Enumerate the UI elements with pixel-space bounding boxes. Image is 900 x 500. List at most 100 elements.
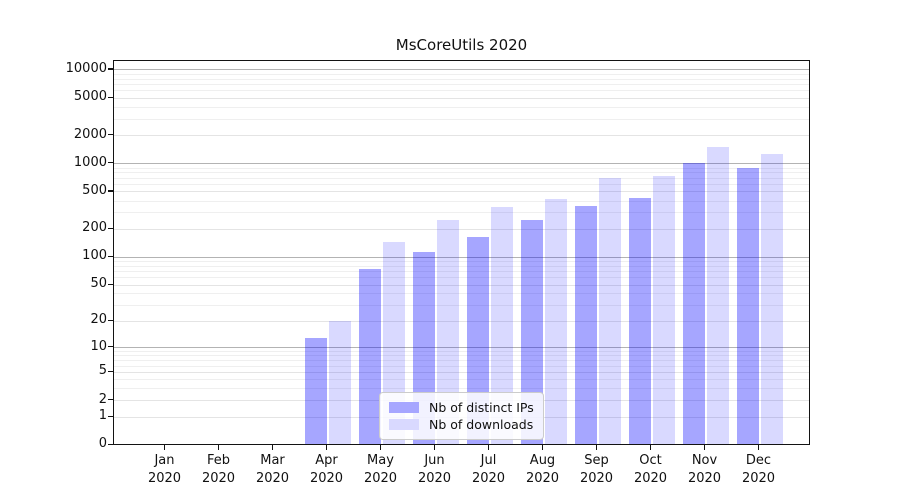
bar-distinct-ips xyxy=(574,206,597,445)
bar-downloads xyxy=(436,220,459,445)
x-tick-label-year: 2020 xyxy=(579,470,614,486)
gridline xyxy=(114,84,809,85)
bar-downloads xyxy=(598,178,621,445)
gridline xyxy=(114,379,809,381)
gridline xyxy=(114,355,809,357)
bar-downloads xyxy=(652,175,675,445)
gridline xyxy=(114,360,809,362)
y-tick-mark xyxy=(108,346,113,348)
gridline xyxy=(114,172,809,174)
y-tick-mark xyxy=(108,283,113,285)
x-tick-mark xyxy=(218,445,220,450)
gridline xyxy=(114,293,809,295)
gridline xyxy=(114,78,809,80)
gridline xyxy=(114,177,809,179)
x-tick-mark xyxy=(326,445,328,450)
gridline xyxy=(114,97,809,99)
x-tick-mark xyxy=(542,445,544,450)
gridline xyxy=(114,277,809,279)
x-tick-label-year: 2020 xyxy=(309,470,344,486)
bar-downloads xyxy=(706,146,729,445)
bar-distinct-ips xyxy=(304,337,327,445)
gridline xyxy=(114,265,809,267)
y-tick-label: 200 xyxy=(82,220,107,236)
y-tick-label: 5 xyxy=(98,363,107,379)
x-tick-label: Oct 2020 xyxy=(619,452,683,487)
y-tick-mark xyxy=(108,227,113,229)
y-tick-label: 50 xyxy=(90,276,107,292)
x-tick-label-year: 2020 xyxy=(363,470,398,486)
gridline xyxy=(114,228,809,230)
x-tick-label: Nov 2020 xyxy=(673,452,737,487)
gridline xyxy=(114,90,809,92)
gridline xyxy=(114,73,809,75)
x-tick-mark xyxy=(434,445,436,450)
x-tick-label-year: 2020 xyxy=(525,470,560,486)
chart-legend: Nb of distinct IPs Nb of downloads xyxy=(379,392,544,440)
plot-area: Nb of distinct IPs Nb of downloads xyxy=(113,60,810,445)
x-tick-label: Jun 2020 xyxy=(403,452,467,487)
y-tick-label: 2000 xyxy=(73,126,107,142)
y-tick-label: 500 xyxy=(82,182,107,198)
y-tick-label: 5000 xyxy=(73,89,107,105)
bar-downloads xyxy=(760,154,783,445)
x-tick-label: Dec 2020 xyxy=(727,452,791,487)
gridline xyxy=(114,163,809,165)
y-tick-mark xyxy=(108,190,113,192)
y-tick-mark xyxy=(108,415,113,417)
gridline xyxy=(114,212,809,214)
x-tick-mark xyxy=(272,445,274,450)
gridline xyxy=(114,347,809,349)
gridline xyxy=(114,320,809,322)
x-tick-mark xyxy=(758,445,760,450)
y-tick-mark xyxy=(108,162,113,164)
y-tick-label: 1 xyxy=(98,408,107,424)
gridline xyxy=(114,260,809,262)
y-tick-mark xyxy=(108,399,113,401)
bar-distinct-ips xyxy=(520,220,543,445)
x-tick-label: Apr 2020 xyxy=(295,452,359,487)
x-tick-label-year: 2020 xyxy=(687,470,722,486)
legend-label-downloads: Nb of downloads xyxy=(429,416,534,432)
bar-downloads xyxy=(544,199,567,445)
gridline xyxy=(114,135,809,137)
x-tick-label: Jan 2020 xyxy=(133,452,197,487)
legend-label-distinct-ips: Nb of distinct IPs xyxy=(429,399,534,415)
bar-distinct-ips xyxy=(628,198,651,445)
gridline xyxy=(114,388,809,390)
chart-title: MsCoreUtils 2020 xyxy=(395,36,528,54)
x-tick-label-year: 2020 xyxy=(633,470,668,486)
gridline xyxy=(114,371,809,373)
y-tick-mark xyxy=(108,370,113,372)
y-tick-label: 10000 xyxy=(65,60,107,76)
legend-swatch-ips xyxy=(389,401,419,413)
gridline xyxy=(114,167,809,169)
y-tick-label: 2 xyxy=(98,391,107,407)
x-tick-mark xyxy=(380,445,382,450)
x-tick-label: Sep 2020 xyxy=(565,452,629,487)
gridline xyxy=(114,350,809,352)
gridline xyxy=(114,191,809,193)
x-tick-mark xyxy=(488,445,490,450)
y-tick-mark xyxy=(108,96,113,98)
y-tick-label: 10 xyxy=(90,338,107,354)
y-tick-label: 1000 xyxy=(73,154,107,170)
bar-downloads xyxy=(490,207,513,445)
gridline xyxy=(114,271,809,273)
x-tick-label-year: 2020 xyxy=(255,470,290,486)
x-tick-label: Feb 2020 xyxy=(187,452,251,487)
gridline xyxy=(114,118,809,120)
bar-distinct-ips xyxy=(358,268,381,445)
y-tick-mark xyxy=(108,319,113,321)
x-tick-label-year: 2020 xyxy=(417,470,452,486)
y-tick-mark xyxy=(108,255,113,257)
x-tick-mark xyxy=(650,445,652,450)
x-tick-mark xyxy=(704,445,706,450)
x-tick-label-year: 2020 xyxy=(471,470,506,486)
x-tick-label: Mar 2020 xyxy=(241,452,305,487)
bar-distinct-ips xyxy=(682,162,705,445)
gridline xyxy=(114,284,809,286)
y-tick-mark xyxy=(108,443,113,445)
y-tick-mark xyxy=(108,68,113,70)
